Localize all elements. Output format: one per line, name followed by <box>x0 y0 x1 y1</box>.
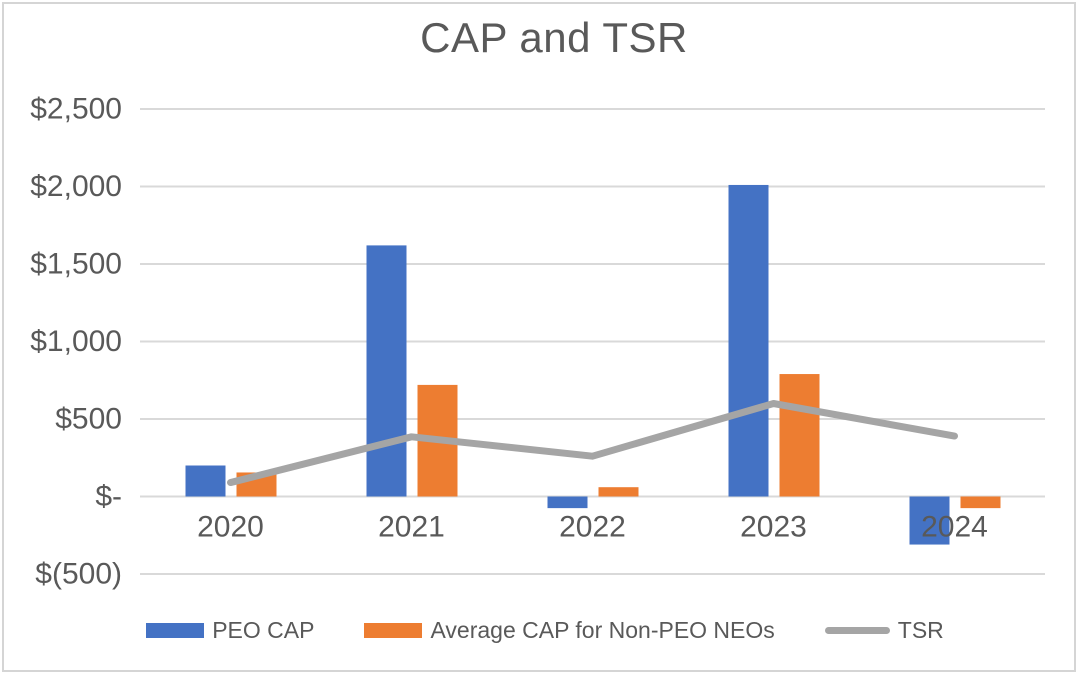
legend-swatch-peo-cap <box>146 622 205 638</box>
legend-label-avg-cap-non-peo-neos: Average CAP for Non-PEO NEOs <box>430 616 775 643</box>
legend-item-avg-cap-non-peo-neos: Average CAP for Non-PEO NEOs <box>364 616 775 644</box>
line-tsr <box>227 400 958 487</box>
legend-swatch-tsr-line <box>824 626 890 634</box>
chart-legend: PEO CAP Average CAP for Non-PEO NEOs TSR <box>12 612 1078 648</box>
bar-average-cap-for-non-peo-neos-2024 <box>960 496 1001 509</box>
y-axis-tick-label: $(500) <box>35 558 122 591</box>
bar-average-cap-for-non-peo-neos-2023 <box>779 374 820 497</box>
y-axis-tick-label: $1,000 <box>30 325 122 358</box>
x-axis-tick-label: 2021 <box>378 511 445 544</box>
bar-average-cap-for-non-peo-neos-2022 <box>598 487 639 497</box>
x-axis-tick-label: 2020 <box>197 511 264 544</box>
y-axis-tick-label: $1,500 <box>30 248 122 281</box>
bar-peo-cap-2023 <box>728 184 769 497</box>
y-axis-tick-label: $500 <box>55 403 122 436</box>
y-axis-tick-label: $2,500 <box>30 93 122 126</box>
legend-item-peo-cap: PEO CAP <box>146 617 314 644</box>
y-axis-tick-label: $- <box>95 480 122 513</box>
legend-swatch-avg-cap-non-peo-neos <box>364 622 423 638</box>
bar-peo-cap-2020 <box>185 465 226 497</box>
x-axis-tick-label: 2022 <box>559 511 626 544</box>
bar-peo-cap-2022 <box>547 496 588 509</box>
bar-peo-cap-2024 <box>909 496 950 545</box>
x-axis-tick-label: 2023 <box>740 511 807 544</box>
legend-item-tsr: TSR <box>824 616 944 644</box>
y-axis-tick-label: $2,000 <box>30 170 122 203</box>
x-axis-tick-label: 2024 <box>921 511 988 544</box>
chart-title: CAP and TSR <box>420 14 688 61</box>
legend-label-peo-cap: PEO CAP <box>212 616 315 643</box>
legend-label-tsr: TSR <box>897 616 944 643</box>
bar-peo-cap-2021 <box>366 245 407 497</box>
